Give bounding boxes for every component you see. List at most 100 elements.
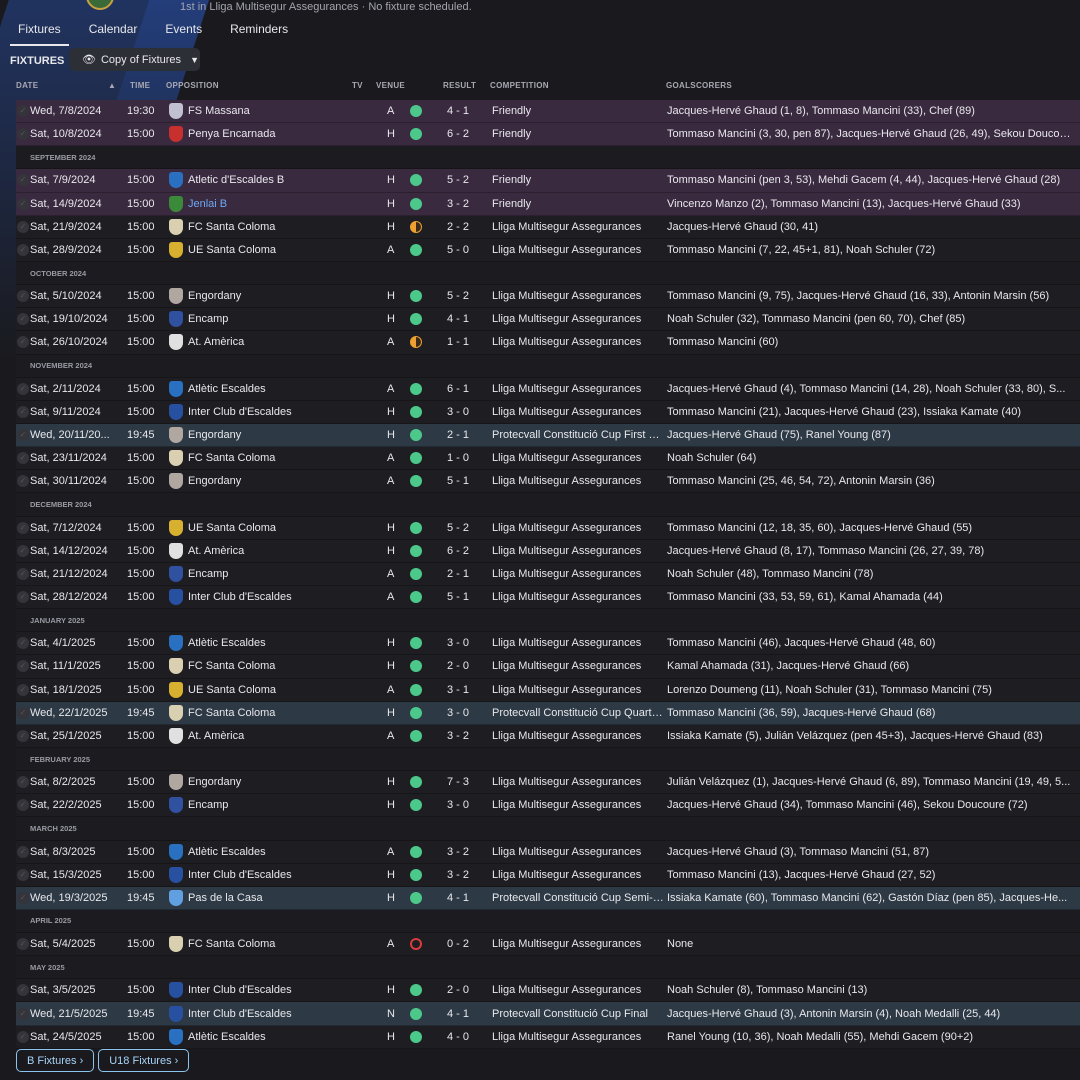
competition-name[interactable]: Lliga Multisegur Assegurances <box>492 984 642 997</box>
column-goalscorers[interactable]: GOALSCORERS <box>666 81 732 90</box>
competition-name[interactable]: Lliga Multisegur Assegurances <box>492 591 642 604</box>
fixture-row[interactable]: ✓ Sat, 14/12/2024 15:00 At. Amèrica H 6 - 2 Ll… <box>16 539 1080 563</box>
fixture-score[interactable]: 2 - 1 <box>446 429 469 442</box>
fixture-score[interactable]: 3 - 0 <box>446 706 469 719</box>
fixture-row[interactable]: ✓ Sat, 5/10/2024 15:00 Engordany H 5 - 2 Lliga… <box>16 285 1080 309</box>
opposition-name[interactable]: Atlètic Escaldes <box>188 845 266 858</box>
competition-name[interactable]: Friendly <box>492 174 532 187</box>
fixture-score[interactable]: 6 - 2 <box>446 544 469 557</box>
fixture-score[interactable]: 2 - 0 <box>446 660 469 673</box>
competition-name[interactable]: Lliga Multisegur Assegurances <box>492 405 642 418</box>
opposition-name[interactable]: Atlètic Escaldes <box>188 1030 266 1043</box>
fixture-row[interactable]: ✓ Sat, 7/12/2024 15:00 UE Santa Coloma H 5 - … <box>16 516 1080 540</box>
opposition-name[interactable]: FC Santa Coloma <box>188 452 276 465</box>
fixture-score[interactable]: 3 - 1 <box>446 683 469 696</box>
competition-name[interactable]: Lliga Multisegur Assegurances <box>492 938 642 951</box>
competition-name[interactable]: Lliga Multisegur Assegurances <box>492 243 642 256</box>
fixture-row[interactable]: ✓ Sat, 15/3/2025 15:00 Inter Club d'Escalde… <box>16 863 1080 887</box>
fixture-row[interactable]: ✓ Wed, 7/8/2024 19:30 FS Massana A 4 - 1 Frien… <box>16 100 1080 124</box>
fixture-row[interactable]: ✓ Sat, 3/5/2025 15:00 Inter Club d'Escaldes… <box>16 979 1080 1003</box>
fixture-score[interactable]: 4 - 1 <box>446 1007 469 1020</box>
competition-name[interactable]: Protecvall Constitució Cup Semi-Final <box>492 891 664 904</box>
fixture-row[interactable]: ✓ Sat, 4/1/2025 15:00 Atlètic Escaldes H 3 - … <box>16 632 1080 656</box>
fixture-row[interactable]: ✓ Sat, 11/1/2025 15:00 FC Santa Coloma H 2 - … <box>16 655 1080 679</box>
fixture-row[interactable]: ✓ Sat, 24/5/2025 15:00 Atlètic Escaldes H 4 -… <box>16 1025 1080 1049</box>
opposition-name[interactable]: Encamp <box>188 799 229 812</box>
fixture-score[interactable]: 4 - 1 <box>446 105 469 118</box>
competition-name[interactable]: Lliga Multisegur Assegurances <box>492 683 642 696</box>
competition-name[interactable]: Lliga Multisegur Assegurances <box>492 799 642 812</box>
opposition-name[interactable]: Inter Club d'Escaldes <box>188 984 292 997</box>
fixture-row[interactable]: ✓ Sat, 2/11/2024 15:00 Atlètic Escaldes A 6 -… <box>16 377 1080 401</box>
opposition-name[interactable]: UE Santa Coloma <box>188 243 277 256</box>
fixture-row[interactable]: ✓ Sat, 7/9/2024 15:00 Atletic d'Escaldes B H… <box>16 169 1080 193</box>
fixture-score[interactable]: 4 - 1 <box>446 313 469 326</box>
fixture-score[interactable]: 5 - 0 <box>446 243 469 256</box>
opposition-name[interactable]: FC Santa Coloma <box>188 706 276 719</box>
u18-fixtures-button[interactable]: U18 Fixtures › <box>98 1049 190 1072</box>
fixture-score[interactable]: 5 - 2 <box>446 174 469 187</box>
fixture-score[interactable]: 3 - 0 <box>446 799 469 812</box>
competition-name[interactable]: Lliga Multisegur Assegurances <box>492 637 642 650</box>
competition-name[interactable]: Lliga Multisegur Assegurances <box>492 475 642 488</box>
fixture-score[interactable]: 2 - 1 <box>446 567 469 580</box>
fixture-score[interactable]: 3 - 2 <box>446 845 469 858</box>
fixture-score[interactable]: 4 - 1 <box>446 891 469 904</box>
opposition-name[interactable]: Penya Encarnada <box>188 128 276 141</box>
fixture-score[interactable]: 3 - 0 <box>446 637 469 650</box>
competition-name[interactable]: Lliga Multisegur Assegurances <box>492 220 642 233</box>
competition-name[interactable]: Lliga Multisegur Assegurances <box>492 776 642 789</box>
column-competition[interactable]: COMPETITION <box>490 81 549 90</box>
fixture-score[interactable]: 3 - 2 <box>446 868 469 881</box>
fixture-row[interactable]: ✓ Sat, 21/12/2024 15:00 Encamp A 2 - 1 Lliga M… <box>16 562 1080 586</box>
competition-name[interactable]: Lliga Multisegur Assegurances <box>492 313 642 326</box>
fixture-row[interactable]: ✓ Wed, 19/3/2025 19:45 Pas de la Casa H 4 - 1… <box>16 886 1080 910</box>
competition-name[interactable]: Lliga Multisegur Assegurances <box>492 336 642 349</box>
opposition-name[interactable]: UE Santa Coloma <box>188 521 277 534</box>
opposition-name[interactable]: Inter Club d'Escaldes <box>188 868 292 881</box>
fixture-score[interactable]: 1 - 0 <box>446 452 469 465</box>
competition-name[interactable]: Lliga Multisegur Assegurances <box>492 845 642 858</box>
fixture-score[interactable]: 4 - 0 <box>446 1030 469 1043</box>
fixture-row[interactable]: ✓ Sat, 23/11/2024 15:00 FC Santa Coloma A 1 -… <box>16 447 1080 471</box>
competition-name[interactable]: Protecvall Constitució Cup First Round <box>492 429 664 442</box>
opposition-name[interactable]: FC Santa Coloma <box>188 660 276 673</box>
opposition-name[interactable]: Inter Club d'Escaldes <box>188 1007 292 1020</box>
fixture-score[interactable]: 2 - 2 <box>446 220 469 233</box>
fixture-score[interactable]: 3 - 2 <box>446 729 469 742</box>
competition-name[interactable]: Protecvall Constitució Cup Final <box>492 1007 648 1020</box>
fixture-row[interactable]: ✓ Sat, 21/9/2024 15:00 FC Santa Coloma H 2 - … <box>16 215 1080 239</box>
fixture-row[interactable]: ✓ Sat, 8/2/2025 15:00 Engordany H 7 - 3 Lliga … <box>16 771 1080 795</box>
fixture-row[interactable]: ✓ Sat, 28/12/2024 15:00 Inter Club d'Escald… <box>16 585 1080 610</box>
fixture-row[interactable]: ✓ Sat, 5/4/2025 15:00 FC Santa Coloma A 0 - 2… <box>16 933 1080 957</box>
tab-events[interactable]: Events <box>165 22 203 36</box>
opposition-name[interactable]: Atletic d'Escaldes B <box>188 174 285 187</box>
competition-name[interactable]: Friendly <box>492 197 532 210</box>
fixture-row[interactable]: ✓ Wed, 20/11/20... 19:45 Engordany H 2 - 1 Pro… <box>16 423 1080 448</box>
fixture-row[interactable]: ✓ Sat, 14/9/2024 15:00 Jenlai B H 3 - 2 Friend… <box>16 192 1080 216</box>
opposition-name[interactable]: Engordany <box>188 290 242 303</box>
column-venue[interactable]: VENUE <box>376 81 406 90</box>
competition-name[interactable]: Lliga Multisegur Assegurances <box>492 382 642 395</box>
fixture-row[interactable]: ✓ Sat, 30/11/2024 15:00 Engordany A 5 - 1 Llig… <box>16 470 1080 494</box>
column-opposition[interactable]: OPPOSITION <box>166 81 219 90</box>
opposition-name[interactable]: FS Massana <box>188 105 250 118</box>
competition-name[interactable]: Lliga Multisegur Assegurances <box>492 290 642 303</box>
opposition-name[interactable]: Pas de la Casa <box>188 891 263 904</box>
opposition-name[interactable]: Engordany <box>188 776 242 789</box>
fixture-row[interactable]: ✓ Sat, 18/1/2025 15:00 UE Santa Coloma A 3 - … <box>16 678 1080 702</box>
opposition-name[interactable]: Encamp <box>188 567 229 580</box>
fixture-row[interactable]: ✓ Sat, 9/11/2024 15:00 Inter Club d'Escalde… <box>16 400 1080 424</box>
opposition-name[interactable]: UE Santa Coloma <box>188 683 277 696</box>
fixture-row[interactable]: ✓ Wed, 22/1/2025 19:45 FC Santa Coloma H 3 - … <box>16 701 1080 725</box>
tab-fixtures[interactable]: Fixtures <box>10 18 69 46</box>
column-date[interactable]: DATE <box>16 81 39 90</box>
fixture-score[interactable]: 5 - 1 <box>446 591 469 604</box>
fixture-score[interactable]: 7 - 3 <box>446 776 469 789</box>
b-fixtures-button[interactable]: B Fixtures › <box>16 1049 95 1072</box>
fixture-score[interactable]: 5 - 2 <box>446 521 469 534</box>
opposition-name[interactable]: Jenlai B <box>188 197 228 210</box>
opposition-name[interactable]: Encamp <box>188 313 229 326</box>
fixture-row[interactable]: ✓ Sat, 22/2/2025 15:00 Encamp H 3 - 0 Lliga Mu… <box>16 794 1080 818</box>
competition-name[interactable]: Friendly <box>492 105 532 118</box>
